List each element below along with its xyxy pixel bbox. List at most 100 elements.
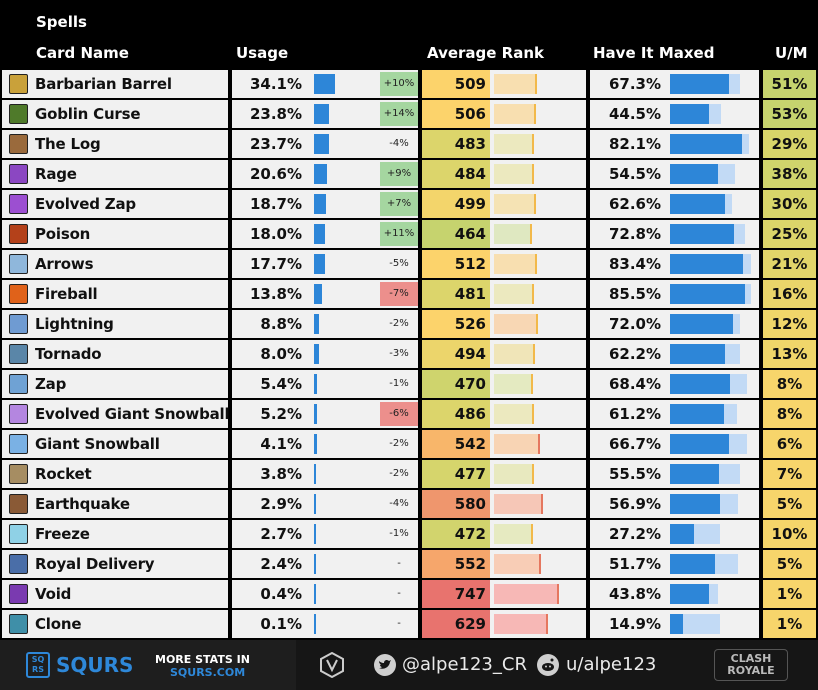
have-it-maxed-cell: 72.0% <box>590 310 759 338</box>
usage-value: 17.7% <box>249 255 302 273</box>
brand-name: SQURS <box>56 653 134 677</box>
poison-icon <box>9 224 28 244</box>
usage-value: 13.8% <box>249 285 302 303</box>
have-it-maxed-bar <box>670 104 710 124</box>
reddit-icon <box>537 654 559 676</box>
average-rank-value: 486 <box>422 400 490 428</box>
arrows-icon <box>9 254 28 274</box>
average-rank-bar <box>494 434 540 454</box>
usage-cell: 4.1% -2% <box>232 430 418 458</box>
usage-bar <box>314 224 326 244</box>
usage-delta: -2% <box>389 318 409 329</box>
usage-value: 3.8% <box>260 465 302 483</box>
average-rank-cell: 464 <box>422 220 586 248</box>
average-rank-value: 542 <box>422 430 490 458</box>
the-log-icon <box>9 134 28 154</box>
have-it-maxed-cell: 44.5% <box>590 100 759 128</box>
usage-bar <box>314 464 317 484</box>
usage-bar <box>314 614 316 634</box>
average-rank-bar <box>494 584 559 604</box>
average-rank-cell: 483 <box>422 130 586 158</box>
card-name-cell: Zap <box>2 370 228 398</box>
card-name-cell: Goblin Curse <box>2 100 228 128</box>
um-cell: 10% <box>763 520 816 548</box>
um-cell: 8% <box>763 370 816 398</box>
card-name: The Log <box>35 135 101 153</box>
table-row: Barbarian Barrel 34.1% +10% 509 67.3% 51… <box>0 70 818 98</box>
average-rank-value: 629 <box>422 610 490 638</box>
have-it-maxed-cell: 54.5% <box>590 160 759 188</box>
average-rank-cell: 747 <box>422 580 586 608</box>
usage-cell: 34.1% +10% <box>232 70 418 98</box>
usage-delta: +10% <box>380 72 418 96</box>
twitter-handle[interactable]: @alpe123_CR <box>402 654 527 675</box>
average-rank-bar <box>494 524 534 544</box>
average-rank-value: 747 <box>422 580 490 608</box>
card-name: Freeze <box>35 525 90 543</box>
um-cell: 6% <box>763 430 816 458</box>
have-it-maxed-cell: 72.8% <box>590 220 759 248</box>
have-it-maxed-value: 27.2% <box>608 525 661 543</box>
average-rank-value: 499 <box>422 190 490 218</box>
usage-bar <box>314 164 327 184</box>
twitter-icon <box>374 654 396 676</box>
average-rank-cell: 481 <box>422 280 586 308</box>
card-name: Fireball <box>35 285 98 303</box>
usage-delta: -6% <box>380 402 418 426</box>
have-it-maxed-bar <box>670 434 729 454</box>
um-cell: 13% <box>763 340 816 368</box>
table-row: Poison 18.0% +11% 464 72.8% 25% <box>0 220 818 248</box>
zap-icon <box>9 374 28 394</box>
table-row: Rocket 3.8% -2% 477 55.5% 7% <box>0 460 818 488</box>
have-it-maxed-value: 44.5% <box>608 105 661 123</box>
usage-value: 0.1% <box>260 615 302 633</box>
table-row: Arrows 17.7% -5% 512 83.4% 21% <box>0 250 818 278</box>
card-name: Void <box>35 585 72 603</box>
usage-bar <box>314 434 317 454</box>
average-rank-cell: 629 <box>422 610 586 638</box>
usage-cell: 23.8% +14% <box>232 100 418 128</box>
have-it-maxed-bar <box>670 464 719 484</box>
average-rank-bar <box>494 104 537 124</box>
average-rank-cell: 509 <box>422 70 586 98</box>
card-name: Barbarian Barrel <box>35 75 172 93</box>
table-row: The Log 23.7% -4% 483 82.1% 29% <box>0 130 818 158</box>
average-rank-cell: 486 <box>422 400 586 428</box>
average-rank-value: 472 <box>422 520 490 548</box>
um-cell: 1% <box>763 580 816 608</box>
usage-cell: 13.8% -7% <box>232 280 418 308</box>
usage-delta: -7% <box>380 282 418 306</box>
usage-value: 5.4% <box>260 375 302 393</box>
table-row: Tornado 8.0% -3% 494 62.2% 13% <box>0 340 818 368</box>
have-it-maxed-cell: 82.1% <box>590 130 759 158</box>
more-stats-link[interactable]: SQURS.COM <box>170 666 246 679</box>
card-name-cell: Poison <box>2 220 228 248</box>
usage-value: 5.2% <box>260 405 302 423</box>
usage-cell: 0.1% - <box>232 610 418 638</box>
have-it-maxed-value: 72.0% <box>608 315 661 333</box>
card-name: Giant Snowball <box>35 435 160 453</box>
average-rank-cell: 477 <box>422 460 586 488</box>
usage-bar <box>314 374 318 394</box>
average-rank-bar <box>494 224 533 244</box>
fireball-icon <box>9 284 28 304</box>
card-name: Clone <box>35 615 82 633</box>
table-row: Clone 0.1% - 629 14.9% 1% <box>0 610 818 638</box>
usage-value: 34.1% <box>249 75 302 93</box>
reddit-handle[interactable]: u/alpe123 <box>566 654 657 675</box>
have-it-maxed-bar <box>670 494 721 514</box>
average-rank-value: 509 <box>422 70 490 98</box>
average-rank-cell: 580 <box>422 490 586 518</box>
average-rank-cell: 506 <box>422 100 586 128</box>
usage-cell: 5.2% -6% <box>232 400 418 428</box>
usage-delta: -3% <box>389 348 409 359</box>
usage-value: 2.7% <box>260 525 302 543</box>
usage-delta: - <box>397 588 401 599</box>
average-rank-bar <box>494 164 535 184</box>
header-average-rank: Average Rank <box>427 44 545 62</box>
card-name: Royal Delivery <box>35 555 155 573</box>
void-icon <box>9 584 28 604</box>
usage-bar <box>314 554 316 574</box>
average-rank-bar <box>494 554 541 574</box>
usage-bar <box>314 254 325 274</box>
